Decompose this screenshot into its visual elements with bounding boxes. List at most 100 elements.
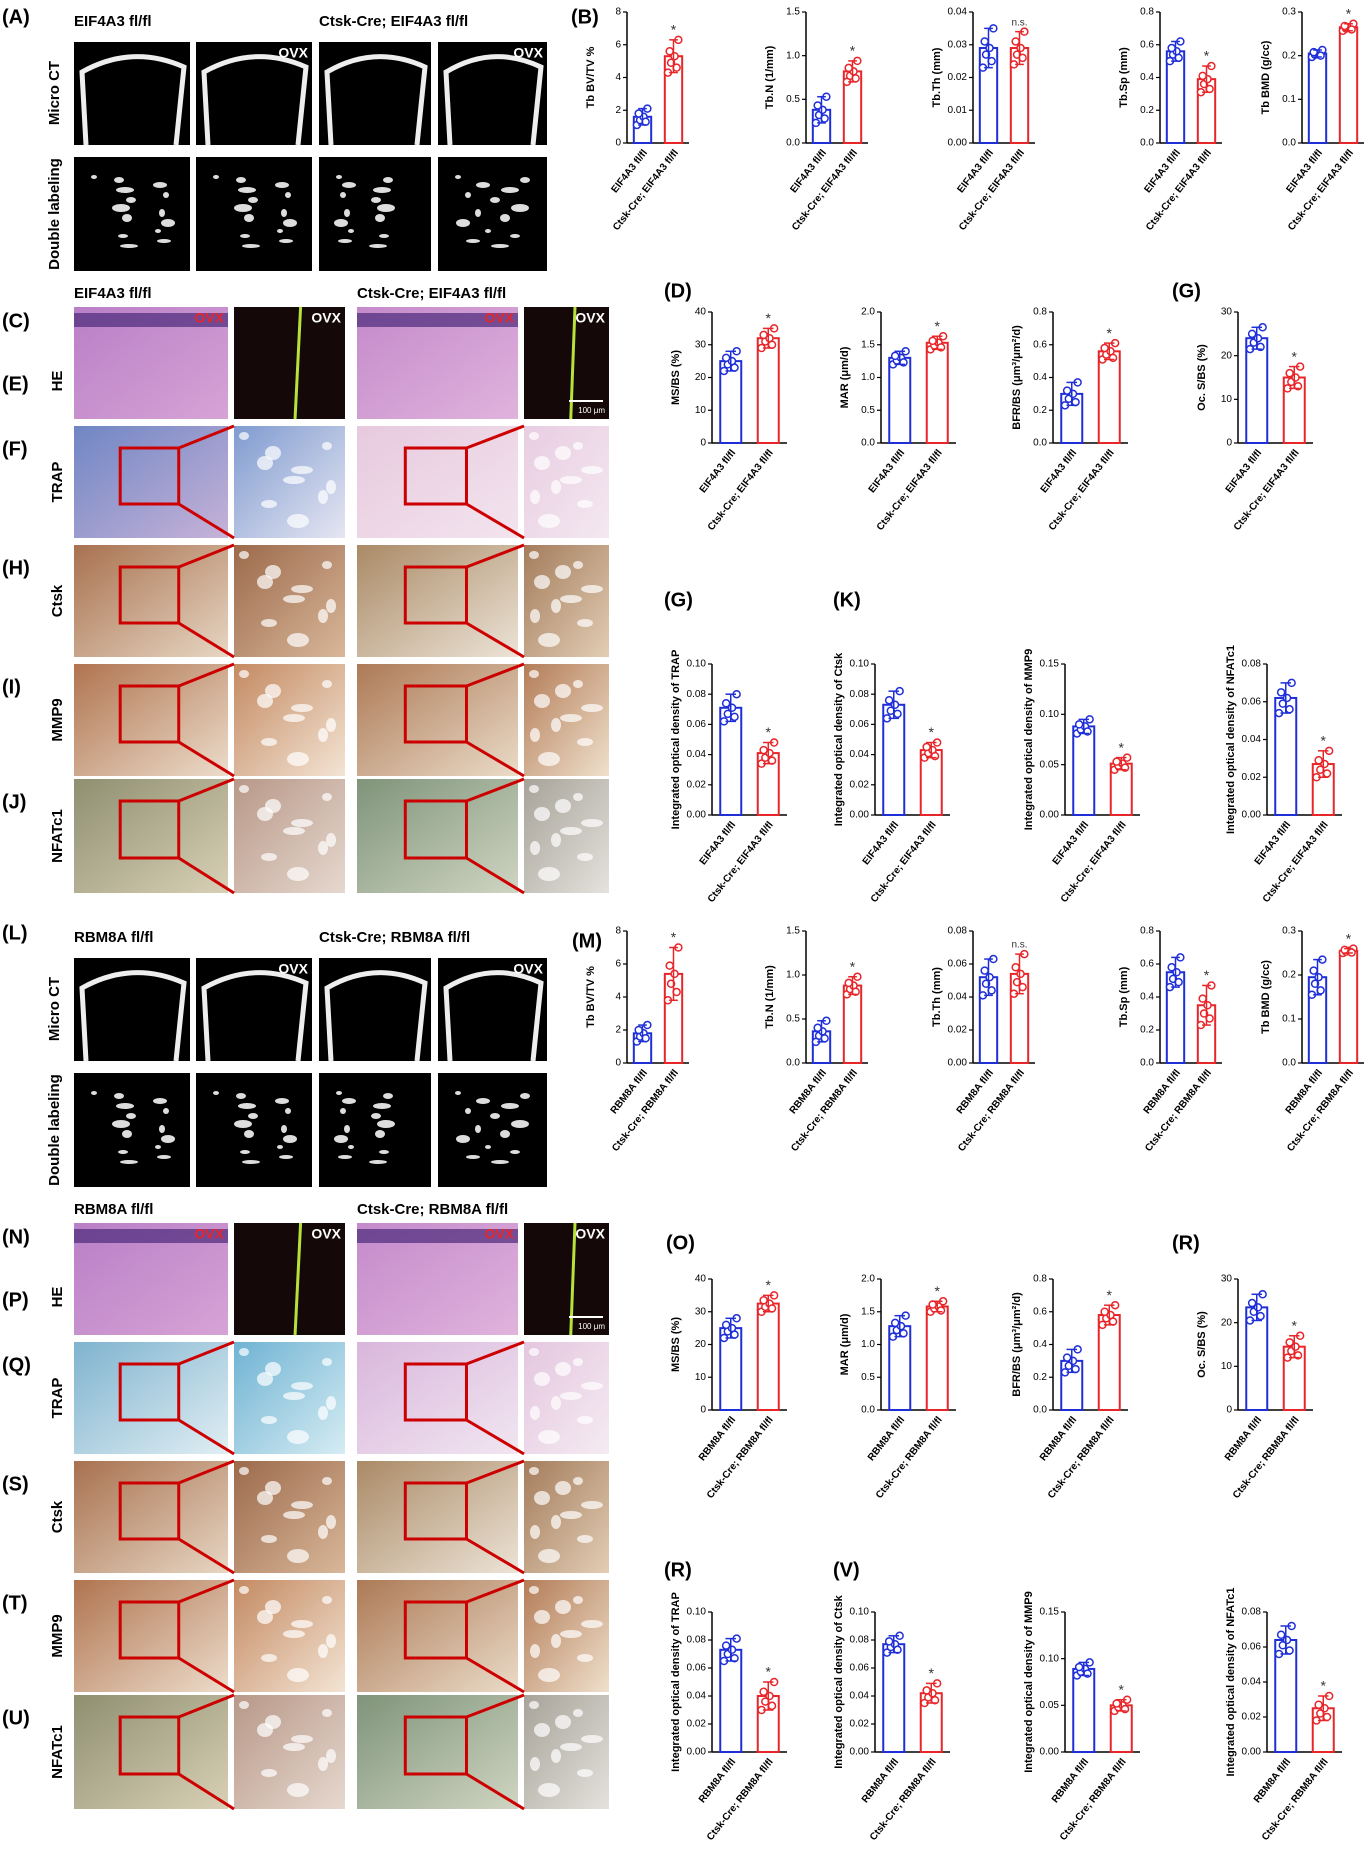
y-tick-label: 0.04 — [687, 1691, 707, 1702]
trabecula — [157, 1155, 171, 1159]
trabecula — [161, 219, 175, 227]
tissue-hole — [291, 1501, 313, 1509]
trabecula — [344, 209, 350, 217]
trabecula — [491, 244, 509, 248]
tissue-hole — [534, 1610, 550, 1624]
tissue-hole — [581, 1501, 603, 1509]
tissue-hole — [265, 684, 281, 698]
y-tick-label: 0.00 — [1242, 810, 1262, 821]
y-tick-label: 0.5 — [861, 405, 875, 416]
trabecula — [242, 244, 260, 248]
y-axis-label: Integrated optical density of TRAP — [670, 1592, 682, 1772]
trabecula — [490, 197, 500, 203]
row-label: Micro CT — [46, 61, 63, 125]
data-point — [980, 966, 989, 975]
data-point — [1282, 693, 1292, 703]
y-tick-label: 0.06 — [687, 1663, 707, 1674]
tissue-hole — [555, 1715, 571, 1729]
significance: * — [766, 310, 772, 326]
tissue-hole — [573, 1709, 583, 1717]
trabecula — [159, 1125, 165, 1133]
y-tick-label: 0.00 — [1040, 1747, 1060, 1758]
significance: * — [766, 724, 772, 740]
trabecula — [118, 1150, 128, 1154]
tissue-hole — [318, 841, 328, 855]
y-tick-label: 0.08 — [850, 1635, 870, 1646]
y-tick-label: 0.02 — [687, 1719, 707, 1730]
tissue-hole — [257, 456, 273, 470]
data-point — [665, 961, 674, 970]
tissue-hole — [283, 1743, 305, 1751]
y-axis-label: Oc. S/BS (%) — [1196, 1311, 1208, 1378]
tissue-hole — [261, 738, 277, 746]
y-tick-label: 0.0 — [861, 438, 875, 449]
tissue-hole — [538, 1783, 560, 1797]
trabecula — [248, 197, 258, 203]
y-tick-label: 20 — [1221, 350, 1233, 361]
data-point — [884, 695, 894, 705]
significance: * — [929, 724, 935, 740]
significance: * — [1107, 1287, 1113, 1303]
y-tick-label: 0.8 — [1033, 307, 1047, 318]
ovx-label: OVX — [575, 310, 605, 326]
y-tick-label: 0 — [615, 138, 621, 149]
bar — [925, 341, 949, 444]
tissue-hole — [530, 1406, 540, 1420]
panel-letter: (C) — [2, 310, 30, 332]
tissue-hole — [265, 1362, 281, 1376]
y-tick-label: 0.10 — [687, 1607, 707, 1618]
y-tick-label: 0.00 — [948, 1058, 968, 1069]
y-tick-label: 1.5 — [861, 1306, 875, 1317]
tissue-hole — [534, 1723, 550, 1737]
row-label: NFATc1 — [49, 1725, 66, 1779]
significance: * — [850, 43, 856, 59]
tissue-hole — [530, 1757, 540, 1771]
data-point — [985, 43, 994, 53]
data-point — [1112, 1699, 1121, 1708]
y-tick-label: 0.0 — [1033, 1405, 1047, 1416]
row-label: NFATc1 — [49, 809, 66, 863]
bar — [1338, 949, 1359, 1064]
significance: * — [935, 318, 941, 334]
data-point — [980, 37, 989, 46]
y-axis-label: Tb.Sp (mm) — [1118, 966, 1130, 1027]
row-label: MMP9 — [49, 698, 66, 741]
y-axis-label: Tb.Th (mm) — [931, 967, 943, 1027]
trabecula — [159, 209, 165, 217]
panel-letter: (G) — [1172, 280, 1201, 302]
trabecula — [114, 177, 124, 183]
y-axis-label: MS/BS (%) — [670, 1317, 682, 1372]
tissue-hole — [573, 793, 583, 801]
data-point — [899, 1329, 908, 1338]
ovx-label: OVX — [484, 1226, 514, 1242]
data-point — [670, 969, 679, 979]
category-label: RBM8A fl/fl — [697, 1415, 738, 1464]
zoom-line — [177, 1656, 235, 1694]
y-tick-label: 0.1 — [1282, 1014, 1296, 1025]
tissue-hole — [555, 1481, 571, 1495]
trabecula — [456, 219, 470, 227]
group-label: Ctsk-Cre; RBM8A fl/fl — [357, 1201, 508, 1218]
y-tick-label: 0.04 — [948, 7, 968, 18]
tissue-hole — [239, 785, 249, 793]
tissue-hole — [291, 1382, 313, 1390]
data-point — [890, 1318, 900, 1328]
trabecula — [236, 1093, 246, 1099]
y-tick-label: 0.06 — [1242, 1642, 1262, 1653]
tissue-hole — [326, 480, 336, 494]
trabecula — [491, 1160, 509, 1164]
y-tick-label: 0.2 — [1033, 1372, 1047, 1383]
trabecula — [114, 1093, 124, 1099]
y-tick-label: 0.0 — [1140, 138, 1154, 149]
data-point — [1276, 1630, 1286, 1639]
y-tick-label: 0.04 — [687, 749, 707, 760]
zoom-line — [178, 1459, 235, 1485]
trabecula — [242, 1160, 260, 1164]
trabecula — [240, 234, 250, 238]
bar — [888, 356, 912, 445]
panel-letter: (U) — [2, 1707, 30, 1729]
y-tick-label: 40 — [695, 307, 707, 318]
trabecula — [155, 1145, 161, 1149]
tissue-hole — [265, 565, 281, 579]
zoom-line — [465, 1578, 525, 1604]
